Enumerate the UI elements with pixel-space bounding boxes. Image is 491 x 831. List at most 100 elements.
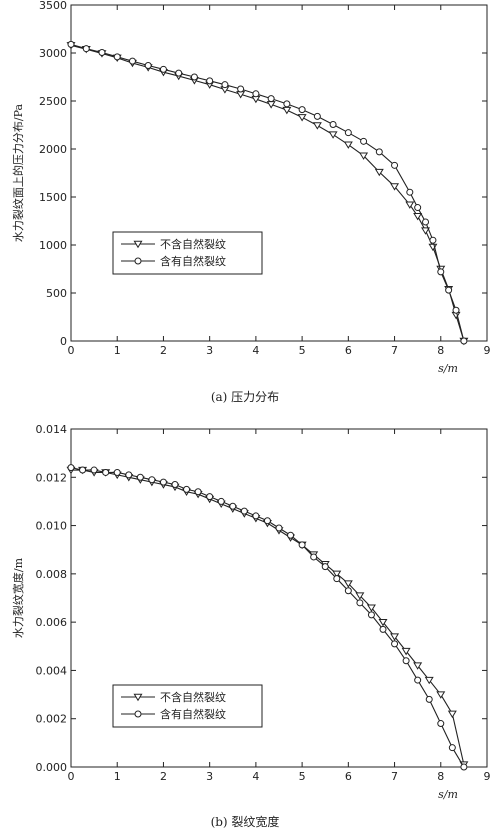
legend-marker <box>133 693 143 702</box>
x-tick-label: 3 <box>206 344 213 357</box>
data-point <box>67 464 75 472</box>
data-point <box>240 507 248 515</box>
series-with-natural-fracture <box>67 40 468 345</box>
data-point <box>460 337 468 345</box>
data-point <box>90 466 98 474</box>
data-point <box>378 618 388 627</box>
x-tick-label: 6 <box>345 344 352 357</box>
data-point <box>275 524 283 532</box>
x-tick-label: 8 <box>437 344 444 357</box>
fracture-width-chart: 0 1 2 3 4 5 6 7 8 9 0.000 0.002 0.004 0.006 0.008 0.010… <box>11 423 491 829</box>
x-tick-label: 1 <box>114 770 121 783</box>
data-point <box>391 640 399 648</box>
plot-frame <box>70 428 488 768</box>
y-tick-label: 0.014 <box>36 423 68 436</box>
data-point <box>343 580 353 588</box>
data-point <box>436 691 446 699</box>
data-point <box>414 204 422 212</box>
x-tick-label: 7 <box>391 344 398 357</box>
data-point <box>437 268 445 276</box>
data-point <box>125 471 133 479</box>
y-axis-label: 水力裂纹宽度/m <box>11 557 25 638</box>
data-point <box>344 587 352 595</box>
data-point <box>360 137 368 145</box>
data-point <box>217 497 225 505</box>
y-tick-label: 1000 <box>39 239 67 252</box>
data-point <box>424 676 434 685</box>
x-axis-label: s/m <box>438 788 458 801</box>
data-point <box>328 131 338 139</box>
y-tick-label: 0.002 <box>36 713 68 726</box>
data-point <box>252 512 260 520</box>
legend-marker <box>133 240 143 249</box>
data-point <box>356 599 364 607</box>
data-point <box>113 53 121 61</box>
data-point <box>390 183 400 191</box>
y-axis-label: 水力裂纹面上的压力分布/Pa <box>11 103 25 242</box>
y-tick-label: 3000 <box>39 47 67 60</box>
data-point <box>102 468 110 476</box>
data-point <box>406 188 414 196</box>
legend-marker <box>134 710 142 718</box>
data-point <box>425 695 433 703</box>
data-point <box>148 476 156 484</box>
data-point <box>229 502 237 510</box>
data-point <box>402 657 410 665</box>
data-point <box>159 65 167 73</box>
x-tick-label: 4 <box>252 770 259 783</box>
data-point <box>159 478 167 486</box>
data-point <box>298 541 306 549</box>
data-point <box>221 81 229 89</box>
legend-marker <box>134 257 142 265</box>
data-point <box>298 106 306 114</box>
legend-label: 不含自然裂纹 <box>160 237 226 251</box>
data-point <box>128 57 136 65</box>
y-tick-label: 0.004 <box>36 664 68 677</box>
data-point <box>171 481 179 489</box>
data-point <box>344 129 352 137</box>
data-point <box>267 95 275 103</box>
data-point <box>333 575 341 583</box>
data-point <box>359 152 369 160</box>
data-point <box>79 466 87 474</box>
x-tick-label: 2 <box>160 344 167 357</box>
series-with-natural-fracture <box>67 464 468 771</box>
y-tick-label: 2500 <box>39 95 67 108</box>
data-point <box>367 611 375 619</box>
data-point <box>321 563 329 571</box>
data-point <box>287 531 295 539</box>
data-point <box>413 662 423 670</box>
data-point <box>98 49 106 57</box>
x-tick-label: 2 <box>160 770 167 783</box>
y-tick-label: 3500 <box>39 0 67 12</box>
x-tick-label: 5 <box>299 770 306 783</box>
y-tick-label: 0.010 <box>36 520 68 533</box>
legend-box <box>112 231 263 275</box>
plot-frame <box>70 4 488 342</box>
data-point <box>313 112 321 120</box>
data-point <box>390 633 400 641</box>
data-point <box>343 141 353 149</box>
data-point <box>67 40 75 48</box>
x-tick-label: 7 <box>391 770 398 783</box>
data-point <box>437 720 445 728</box>
data-point <box>136 473 144 481</box>
data-point <box>263 517 271 525</box>
x-tick-label: 9 <box>484 770 491 783</box>
data-point <box>448 744 456 752</box>
data-point <box>252 90 260 98</box>
data-point <box>283 100 291 108</box>
data-point <box>183 485 191 493</box>
data-point <box>282 106 292 115</box>
data-point <box>113 468 121 476</box>
y-tick-label: 1500 <box>39 191 67 204</box>
y-tick-label: 2000 <box>39 143 67 156</box>
x-tick-label: 5 <box>299 344 306 357</box>
data-point <box>401 647 411 656</box>
y-tick-label: 500 <box>46 287 67 300</box>
x-tick-label: 1 <box>114 344 121 357</box>
series-line <box>70 43 465 342</box>
